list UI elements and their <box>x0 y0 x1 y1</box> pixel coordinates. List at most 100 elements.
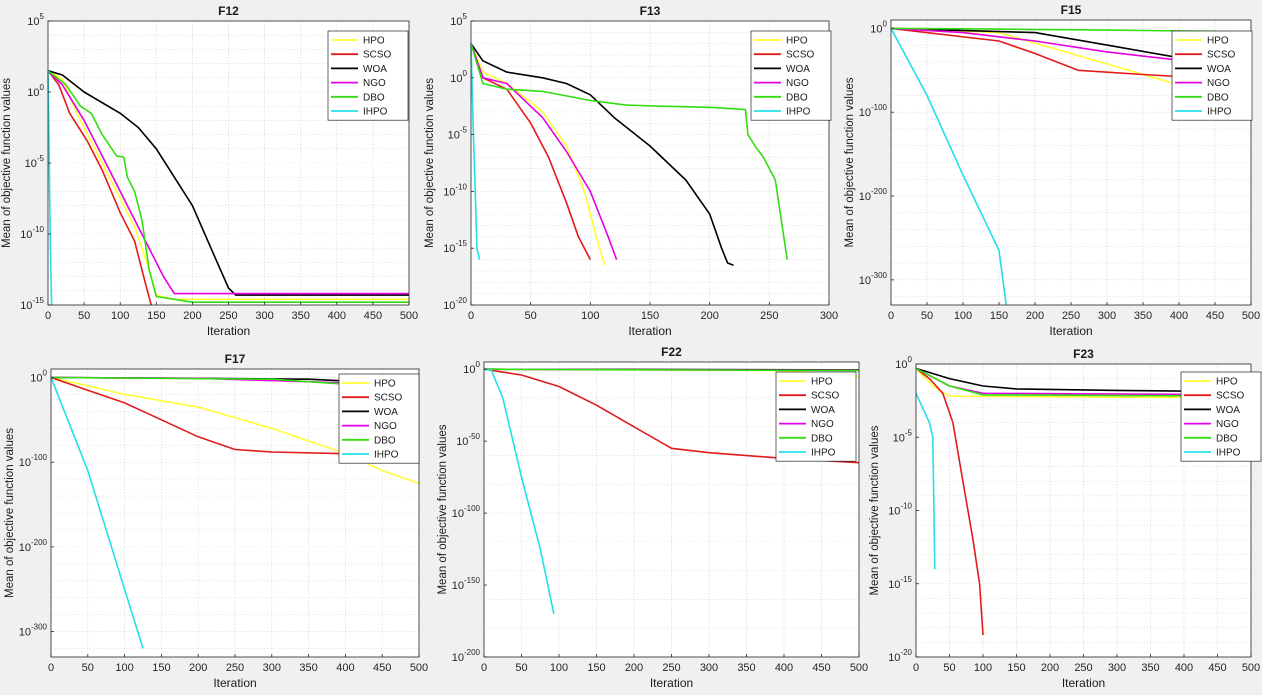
y-tick-label: 10-5 <box>893 428 913 444</box>
x-tick-label: 0 <box>888 310 894 322</box>
x-tick-label: 350 <box>737 662 755 674</box>
x-tick-label: 150 <box>152 662 170 674</box>
legend-label-ihpo: IHPO <box>363 107 388 118</box>
legend-label-dbo: DBO <box>363 92 385 103</box>
legend-label-woa: WOA <box>363 64 387 75</box>
y-tick-label: 10-5 <box>25 154 45 170</box>
series-line-woa <box>47 69 409 296</box>
x-axis-label: Iteration <box>650 676 693 690</box>
x-tick-label: 50 <box>515 662 527 674</box>
x-tick-label: 50 <box>82 662 94 674</box>
y-tick-label: 10-200 <box>452 648 481 664</box>
x-tick-label: 100 <box>581 310 599 322</box>
x-tick-label: 300 <box>263 662 281 674</box>
legend-label-ngo: NGO <box>786 78 809 89</box>
x-tick-label: 150 <box>641 310 659 322</box>
legend-label-scso: SCSO <box>374 393 403 404</box>
x-tick-label: 400 <box>336 662 354 674</box>
x-tick-label: 500 <box>400 310 418 322</box>
x-tick-label: 200 <box>1026 310 1044 322</box>
legend-label-ihpo: IHPO <box>1216 448 1241 459</box>
chart-f13: 0 50 100 150 200 250 300 105 100 10-5 10-10 10-15 10… <box>424 4 838 338</box>
y-tick-label: 10-100 <box>19 453 48 469</box>
x-tick-label: 500 <box>850 662 868 674</box>
x-tick-label: 50 <box>525 310 537 322</box>
chart-title: F23 <box>1073 347 1094 361</box>
chart-f23: 0 50 100 150 200 250 300 350 400 450 500 100 10-5 10-… <box>869 347 1262 690</box>
legend-label-dbo: DBO <box>811 433 833 444</box>
x-tick-label: 150 <box>990 310 1008 322</box>
chart-f12: 0 50 100 150 200 250 300 350 400 450 500 105 100 10-5… <box>1 4 418 338</box>
legend: HPO SCSO WOA NGO DBO IHPO <box>327 30 409 121</box>
legend-label-ngo: NGO <box>1216 419 1239 430</box>
y-axis-label: Mean of objective function values <box>1 78 13 248</box>
legend-label-dbo: DBO <box>1216 433 1238 444</box>
y-tick-label: 10-100 <box>452 504 481 520</box>
x-tick-label: 450 <box>373 662 391 674</box>
x-tick-label: 200 <box>189 662 207 674</box>
x-tick-label: 50 <box>943 662 955 674</box>
series-line-ihpo <box>915 392 936 570</box>
series-line-scso <box>47 70 152 306</box>
x-tick-label: 250 <box>760 310 778 322</box>
legend-label-scso: SCSO <box>811 391 840 402</box>
series-line-scso <box>483 368 860 464</box>
y-tick-label: 100 <box>870 19 887 35</box>
x-tick-label: 300 <box>700 662 718 674</box>
x-tick-label: 200 <box>625 662 643 674</box>
x-tick-label: 50 <box>78 310 90 322</box>
legend-label-ngo: NGO <box>1207 78 1230 89</box>
x-tick-label: 50 <box>921 310 933 322</box>
y-tick-label: 10-200 <box>859 187 888 203</box>
x-axis-label: Iteration <box>207 324 250 338</box>
legend-label-woa: WOA <box>1216 405 1240 416</box>
series-line-woa <box>470 43 734 266</box>
series-line-hpo <box>470 43 606 266</box>
x-tick-label: 400 <box>1175 662 1193 674</box>
chart-f15: 0 50 100 150 200 250 300 350 400 450 500 100 10-100 1… <box>844 3 1260 338</box>
x-tick-label: 400 <box>775 662 793 674</box>
chart-title: F17 <box>225 352 246 366</box>
y-tick-label: 10-20 <box>888 648 912 664</box>
y-axis-label: Mean of objective function values <box>4 428 16 598</box>
y-tick-label: 10-10 <box>443 182 467 198</box>
x-tick-label: 500 <box>1242 310 1260 322</box>
chart-title: F15 <box>1061 3 1082 17</box>
y-tick-label: 100 <box>895 355 912 371</box>
y-tick-label: 100 <box>30 368 47 384</box>
y-tick-label: 10-150 <box>452 576 481 592</box>
series-line-dbo <box>47 70 409 303</box>
y-tick-label: 10-50 <box>456 432 480 448</box>
y-tick-label: 10-200 <box>19 538 48 554</box>
legend-box <box>338 373 420 464</box>
legend-label-scso: SCSO <box>786 50 815 61</box>
x-tick-label: 300 <box>1108 662 1126 674</box>
y-tick-label: 10-10 <box>20 225 44 241</box>
legend-label-woa: WOA <box>786 64 810 75</box>
x-axis-label: Iteration <box>213 676 256 690</box>
x-tick-label: 300 <box>820 310 838 322</box>
legend-label-hpo: HPO <box>786 36 808 47</box>
x-tick-label: 150 <box>147 310 165 322</box>
y-tick-label: 10-100 <box>859 103 888 119</box>
x-tick-label: 450 <box>1206 310 1224 322</box>
legend-box <box>1171 30 1253 121</box>
legend-box <box>1180 371 1262 462</box>
legend-label-scso: SCSO <box>1207 50 1236 61</box>
x-tick-label: 100 <box>974 662 992 674</box>
x-tick-label: 350 <box>292 310 310 322</box>
legend-label-scso: SCSO <box>1216 391 1245 402</box>
series-line-ngo <box>470 43 618 260</box>
x-tick-label: 200 <box>700 310 718 322</box>
legend-label-hpo: HPO <box>374 379 396 390</box>
x-tick-label: 0 <box>468 310 474 322</box>
x-tick-label: 400 <box>1170 310 1188 322</box>
series-line-scso <box>915 367 984 636</box>
legend-box <box>775 371 857 462</box>
y-tick-label: 10-300 <box>19 623 48 639</box>
y-tick-label: 105 <box>450 12 467 28</box>
legend-label-ihpo: IHPO <box>374 450 399 461</box>
legend: HPO SCSO WOA NGO DBO IHPO <box>1180 371 1262 462</box>
series-line-ngo <box>47 70 409 295</box>
